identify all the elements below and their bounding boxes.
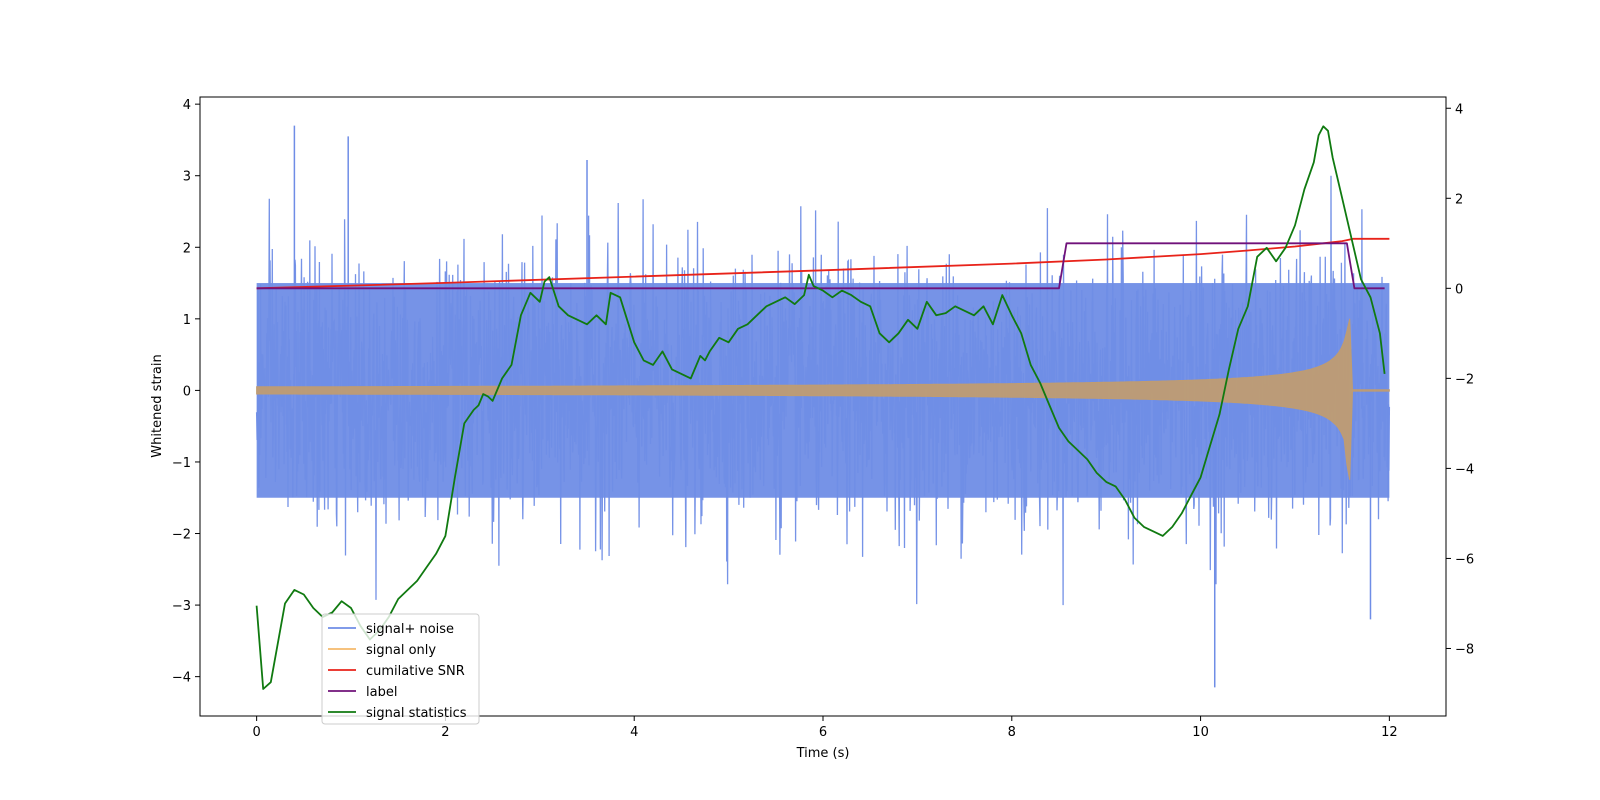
y-axis-left: −4 −3 −2 −1 0 1 2 3 4	[172, 98, 200, 686]
y2-tick-label: −6	[1455, 552, 1474, 567]
y-tick-label: 3	[183, 170, 191, 185]
y-tick-label: −1	[172, 456, 191, 471]
x-axis-label: Time (s)	[796, 746, 850, 761]
y-tick-label: 0	[183, 384, 191, 399]
legend-box	[321, 613, 480, 725]
y-tick-label: −4	[172, 671, 191, 686]
legend-entry-label: cumilative SNR	[366, 664, 465, 679]
legend-entry-label: label	[366, 685, 397, 700]
y2-tick-label: 0	[1455, 282, 1463, 297]
legend-entry-label: signal only	[366, 643, 436, 658]
series-cumulative-snr-line	[256, 237, 1390, 290]
x-tick-label: 0	[252, 725, 260, 740]
x-tick-label: 6	[819, 725, 827, 740]
series-signal-statistics-line	[255, 125, 1386, 690]
y2-tick-label: −2	[1455, 372, 1474, 387]
x-tick-label: 8	[1008, 725, 1016, 740]
y-tick-label: −2	[172, 528, 191, 543]
y-tick-label: 1	[183, 313, 191, 328]
y2-tick-label: −4	[1455, 462, 1474, 477]
y2-tick-label: −8	[1455, 642, 1474, 657]
y-tick-label: 4	[183, 98, 191, 113]
legend-entry-label: signal statistics	[366, 706, 467, 721]
x-tick-label: 10	[1192, 725, 1209, 740]
y2-tick-label: 4	[1455, 102, 1463, 117]
legend: signal+ noise signal only cumilative SNR la…	[321, 613, 480, 725]
x-axis: 0 2 4 6 8 10 12	[252, 716, 1398, 740]
series-label-line	[256, 242, 1385, 290]
x-tick-label: 4	[630, 725, 638, 740]
y-axis-right: −8 −6 −4 −2 0 2 4	[1446, 102, 1474, 657]
y-tick-label: 2	[183, 241, 191, 256]
legend-entry-label: signal+ noise	[366, 622, 454, 637]
series-layer	[255, 125, 1391, 690]
y-axis-label: Whitened strain	[150, 354, 165, 457]
x-tick-label: 2	[441, 725, 449, 740]
y-tick-label: −3	[172, 599, 191, 614]
x-tick-label: 12	[1381, 725, 1398, 740]
series-signal-only-area	[256, 318, 1390, 480]
y2-tick-label: 2	[1455, 192, 1463, 207]
